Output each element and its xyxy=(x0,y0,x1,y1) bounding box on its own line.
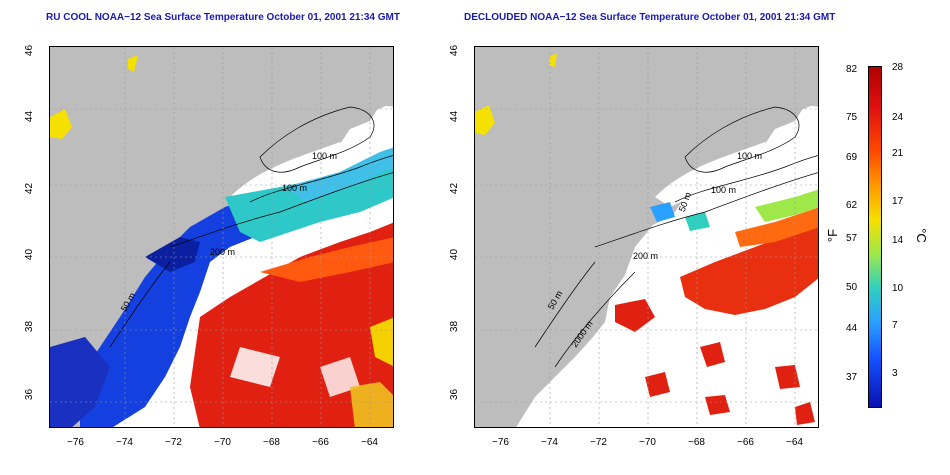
fahrenheit-tick: 82 xyxy=(846,64,858,75)
lat-tick: 44 xyxy=(449,110,461,123)
lat-tick: 42 xyxy=(24,182,36,195)
celsius-tick: 7 xyxy=(892,320,898,331)
lon-tick: −76 xyxy=(67,437,84,448)
lat-tick: 42 xyxy=(449,182,461,195)
contour-label: 100 m xyxy=(737,151,763,161)
lat-tick: 36 xyxy=(24,388,36,401)
right-map-title: DECLOUDED NOAA−12 Sea Surface Temperatur… xyxy=(464,12,836,23)
contour-label: 100 m xyxy=(312,151,338,161)
lat-tick: 38 xyxy=(449,320,461,333)
lon-tick: −74 xyxy=(541,437,558,448)
fahrenheit-tick: 62 xyxy=(846,200,858,211)
lon-tick: −72 xyxy=(165,437,182,448)
lon-tick: −70 xyxy=(214,437,231,448)
fahrenheit-tick: 50 xyxy=(846,282,858,293)
fahrenheit-unit: °F xyxy=(825,228,841,243)
right-sst-map: 100 m 100 m 50 m 200 m 50 m 2000 m xyxy=(474,46,819,428)
celsius-unit: °C xyxy=(913,228,929,243)
celsius-tick: 28 xyxy=(892,62,904,73)
lon-tick: −66 xyxy=(737,437,754,448)
fahrenheit-tick: 75 xyxy=(846,112,858,123)
fahrenheit-tick: 57 xyxy=(846,233,858,244)
lat-tick: 46 xyxy=(449,44,461,57)
lon-tick: −68 xyxy=(688,437,705,448)
celsius-tick: 10 xyxy=(892,283,904,294)
lat-tick: 40 xyxy=(24,248,36,261)
lon-tick: −76 xyxy=(492,437,509,448)
celsius-tick: 21 xyxy=(892,148,904,159)
left-sst-map: 100 m 100 m 200 m 50 m xyxy=(49,46,394,428)
fahrenheit-tick: 37 xyxy=(846,372,858,383)
contour-label: 100 m xyxy=(711,185,737,195)
fahrenheit-tick: 69 xyxy=(846,152,858,163)
lat-tick: 40 xyxy=(449,248,461,261)
lon-tick: −68 xyxy=(263,437,280,448)
celsius-tick: 14 xyxy=(892,235,904,246)
lon-tick: −72 xyxy=(590,437,607,448)
celsius-tick: 24 xyxy=(892,112,904,123)
lon-tick: −74 xyxy=(116,437,133,448)
contour-label: 100 m xyxy=(282,183,308,193)
lat-tick: 36 xyxy=(449,388,461,401)
contour-label: 200 m xyxy=(210,247,236,257)
lon-tick: −64 xyxy=(361,437,378,448)
warm-water-region xyxy=(680,225,818,315)
lat-tick: 38 xyxy=(24,320,36,333)
celsius-tick: 17 xyxy=(892,196,904,207)
fahrenheit-tick: 44 xyxy=(846,323,858,334)
lon-tick: −66 xyxy=(312,437,329,448)
lat-tick: 46 xyxy=(24,44,36,57)
celsius-tick: 3 xyxy=(892,368,898,379)
lat-tick: 44 xyxy=(24,110,36,123)
contour-label: 200 m xyxy=(633,251,659,261)
cold-water-region xyxy=(80,197,270,427)
lon-tick: −64 xyxy=(786,437,803,448)
left-map-title: RU COOL NOAA−12 Sea Surface Temperature … xyxy=(46,12,400,23)
lon-tick: −70 xyxy=(639,437,656,448)
temperature-colorbar xyxy=(868,66,882,408)
